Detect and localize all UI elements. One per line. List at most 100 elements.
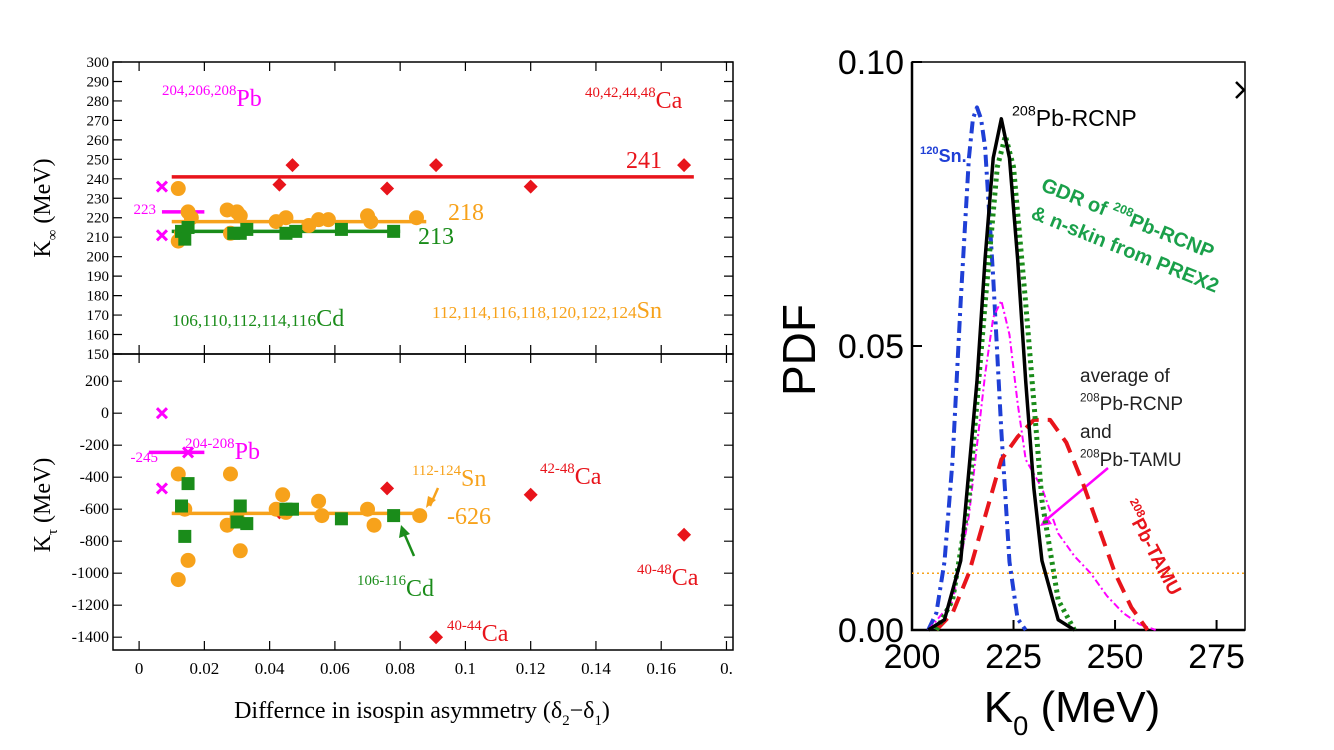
text-part: ) bbox=[602, 698, 610, 724]
y-tick-label: 160 bbox=[87, 328, 110, 344]
text-part: Ca bbox=[656, 88, 683, 114]
point bbox=[408, 210, 424, 226]
text-part: (MeV) bbox=[30, 458, 56, 529]
plot-frame bbox=[112, 353, 734, 651]
label: 40,42,44,48Ca bbox=[585, 85, 683, 114]
point bbox=[412, 508, 428, 524]
sup-part: 208 bbox=[1012, 104, 1036, 120]
arrow-head bbox=[399, 525, 410, 538]
point bbox=[314, 508, 330, 524]
y-tick-label: 180 bbox=[87, 289, 110, 305]
x-tick-label: 0.06 bbox=[320, 659, 350, 678]
text-part: K bbox=[30, 534, 56, 552]
point bbox=[387, 224, 401, 238]
y-tick-label: 200 bbox=[87, 250, 110, 266]
label: 106-116Cd bbox=[357, 573, 434, 602]
point bbox=[175, 499, 189, 513]
sup-part: 40-44 bbox=[447, 618, 482, 634]
label: 42-48Ca bbox=[540, 461, 602, 490]
point bbox=[677, 527, 692, 542]
curve bbox=[934, 417, 1150, 632]
point bbox=[230, 515, 244, 529]
sub-part: 0 bbox=[1013, 710, 1028, 741]
label: 204,206,208Pb bbox=[162, 83, 262, 112]
fit-label: -626 bbox=[447, 504, 491, 530]
sub-part: τ bbox=[45, 529, 61, 535]
text-part: Pb bbox=[236, 86, 261, 112]
label: 112,114,116,118,120,122,124Sn bbox=[432, 298, 662, 324]
x-tick-label: 275 bbox=[1188, 638, 1245, 676]
y-tick-label: 0.05 bbox=[838, 328, 904, 366]
text-part: Pb bbox=[235, 439, 260, 465]
fit-label: 223 bbox=[134, 202, 157, 218]
point bbox=[677, 158, 692, 173]
label: 208Pb-TAMU bbox=[1080, 447, 1182, 471]
fit-label: 213 bbox=[418, 224, 454, 250]
y-tick-label: 150 bbox=[87, 347, 110, 363]
y-tick-label: 270 bbox=[87, 113, 110, 129]
point bbox=[334, 222, 348, 236]
fit-label: -245 bbox=[131, 450, 159, 466]
label: 40-44Ca bbox=[447, 618, 509, 647]
point bbox=[363, 214, 379, 230]
label: K∞ (MeV) bbox=[30, 158, 61, 257]
point bbox=[285, 158, 300, 173]
point bbox=[170, 181, 186, 197]
point bbox=[285, 502, 299, 516]
curve bbox=[926, 105, 1028, 632]
x-tick-label: 250 bbox=[1087, 638, 1144, 676]
point bbox=[178, 529, 192, 543]
y-tick-label: -1200 bbox=[72, 597, 109, 614]
y-tick-label: -800 bbox=[80, 533, 109, 550]
point bbox=[360, 501, 376, 517]
corner-mark bbox=[1235, 81, 1246, 99]
point bbox=[279, 226, 293, 240]
text-part: Ca bbox=[575, 464, 602, 490]
sup-part: 40-48 bbox=[637, 562, 672, 578]
arrow bbox=[402, 532, 416, 557]
text-part: (MeV) bbox=[1028, 683, 1160, 732]
text-part: 112,114,116,118,120,122,124 bbox=[432, 303, 637, 322]
point bbox=[240, 222, 254, 236]
y-tick-label: 190 bbox=[87, 269, 110, 285]
point bbox=[155, 229, 169, 242]
text-part: Cd bbox=[316, 306, 344, 332]
y-tick-label: -1000 bbox=[72, 565, 109, 582]
y-tick-label: 170 bbox=[87, 308, 110, 324]
sub-part: 1 bbox=[594, 713, 601, 729]
fit-label: 218 bbox=[448, 200, 484, 226]
label: K0 (MeV) bbox=[984, 683, 1161, 741]
point bbox=[311, 493, 327, 509]
sup-part: 204,206,208 bbox=[162, 83, 236, 99]
x-tick-label: 0.14 bbox=[581, 659, 611, 678]
text-part: Sn bbox=[461, 466, 486, 492]
sup-part: 204-208 bbox=[185, 436, 235, 452]
point bbox=[523, 179, 538, 194]
y-tick-label: -400 bbox=[80, 469, 109, 486]
point bbox=[155, 180, 169, 193]
text-part: K bbox=[984, 683, 1013, 732]
y-tick-label: 0.00 bbox=[838, 612, 904, 650]
point bbox=[178, 232, 192, 246]
y-tick-label: -1400 bbox=[72, 629, 109, 646]
point bbox=[232, 208, 248, 224]
point bbox=[272, 177, 287, 192]
point bbox=[222, 466, 238, 482]
sup-part: 208 bbox=[1080, 447, 1100, 460]
y-tick-label: 260 bbox=[87, 133, 110, 149]
point bbox=[366, 517, 382, 533]
text-part: average of bbox=[1080, 366, 1171, 387]
sub-part: 2 bbox=[562, 713, 569, 729]
arrows bbox=[399, 81, 1246, 557]
point bbox=[181, 477, 195, 491]
x-tick-label: 0.12 bbox=[516, 659, 546, 678]
label: 204-208Pb bbox=[185, 436, 260, 465]
sup-part: 106-116 bbox=[357, 573, 406, 589]
label: average of bbox=[1080, 366, 1171, 387]
y-tick-label: 230 bbox=[87, 191, 110, 207]
text-part: Cd bbox=[406, 576, 434, 602]
curve bbox=[927, 117, 1076, 632]
text-part: 106,110,112,114,116 bbox=[172, 311, 317, 330]
point bbox=[275, 487, 291, 503]
